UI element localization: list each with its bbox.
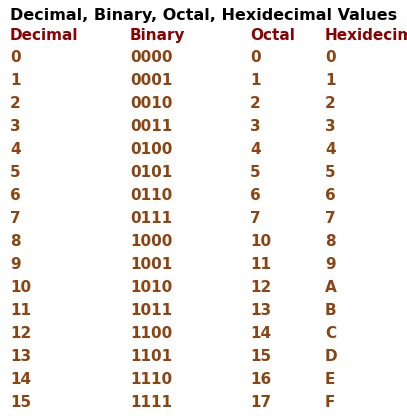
- Text: 3: 3: [325, 119, 336, 134]
- Text: 2: 2: [10, 96, 21, 111]
- Text: 7: 7: [325, 211, 336, 226]
- Text: 10: 10: [250, 234, 271, 249]
- Text: E: E: [325, 372, 335, 387]
- Text: 6: 6: [10, 188, 21, 203]
- Text: 11: 11: [10, 303, 31, 318]
- Text: 1001: 1001: [130, 257, 172, 272]
- Text: 4: 4: [250, 142, 260, 157]
- Text: 14: 14: [10, 372, 31, 387]
- Text: 1100: 1100: [130, 326, 172, 341]
- Text: 16: 16: [250, 372, 271, 387]
- Text: 14: 14: [250, 326, 271, 341]
- Text: 1011: 1011: [130, 303, 172, 318]
- Text: 6: 6: [250, 188, 261, 203]
- Text: 9: 9: [325, 257, 336, 272]
- Text: 12: 12: [10, 326, 31, 341]
- Text: 1110: 1110: [130, 372, 172, 387]
- Text: 17: 17: [250, 395, 271, 410]
- Text: 0110: 0110: [130, 188, 172, 203]
- Text: 11: 11: [250, 257, 271, 272]
- Text: 0000: 0000: [130, 50, 173, 65]
- Text: 1010: 1010: [130, 280, 172, 295]
- Text: 15: 15: [250, 349, 271, 364]
- Text: 1111: 1111: [130, 395, 172, 410]
- Text: D: D: [325, 349, 338, 364]
- Text: 9: 9: [10, 257, 21, 272]
- Text: 0: 0: [10, 50, 21, 65]
- Text: C: C: [325, 326, 336, 341]
- Text: 4: 4: [325, 142, 336, 157]
- Text: Binary: Binary: [130, 28, 186, 43]
- Text: 7: 7: [10, 211, 21, 226]
- Text: 0111: 0111: [130, 211, 172, 226]
- Text: 1000: 1000: [130, 234, 173, 249]
- Text: 3: 3: [250, 119, 260, 134]
- Text: B: B: [325, 303, 337, 318]
- Text: Decimal: Decimal: [10, 28, 79, 43]
- Text: 13: 13: [250, 303, 271, 318]
- Text: 5: 5: [325, 165, 336, 180]
- Text: 3: 3: [10, 119, 21, 134]
- Text: 0101: 0101: [130, 165, 172, 180]
- Text: 13: 13: [10, 349, 31, 364]
- Text: 0: 0: [250, 50, 260, 65]
- Text: 5: 5: [10, 165, 21, 180]
- Text: 0001: 0001: [130, 73, 173, 88]
- Text: 0010: 0010: [130, 96, 173, 111]
- Text: 8: 8: [325, 234, 336, 249]
- Text: 1: 1: [325, 73, 335, 88]
- Text: F: F: [325, 395, 335, 410]
- Text: 1101: 1101: [130, 349, 172, 364]
- Text: 1: 1: [250, 73, 260, 88]
- Text: 10: 10: [10, 280, 31, 295]
- Text: 1: 1: [10, 73, 20, 88]
- Text: 2: 2: [250, 96, 261, 111]
- Text: 0100: 0100: [130, 142, 173, 157]
- Text: 6: 6: [325, 188, 336, 203]
- Text: Decimal, Binary, Octal, Hexidecimal Values: Decimal, Binary, Octal, Hexidecimal Valu…: [10, 8, 397, 23]
- Text: Hexidecimal: Hexidecimal: [325, 28, 407, 43]
- Text: Octal: Octal: [250, 28, 295, 43]
- Text: 2: 2: [325, 96, 336, 111]
- Text: 0: 0: [325, 50, 336, 65]
- Text: A: A: [325, 280, 337, 295]
- Text: 8: 8: [10, 234, 21, 249]
- Text: 7: 7: [250, 211, 260, 226]
- Text: 12: 12: [250, 280, 271, 295]
- Text: 5: 5: [250, 165, 260, 180]
- Text: 4: 4: [10, 142, 21, 157]
- Text: 0011: 0011: [130, 119, 172, 134]
- Text: 15: 15: [10, 395, 31, 410]
